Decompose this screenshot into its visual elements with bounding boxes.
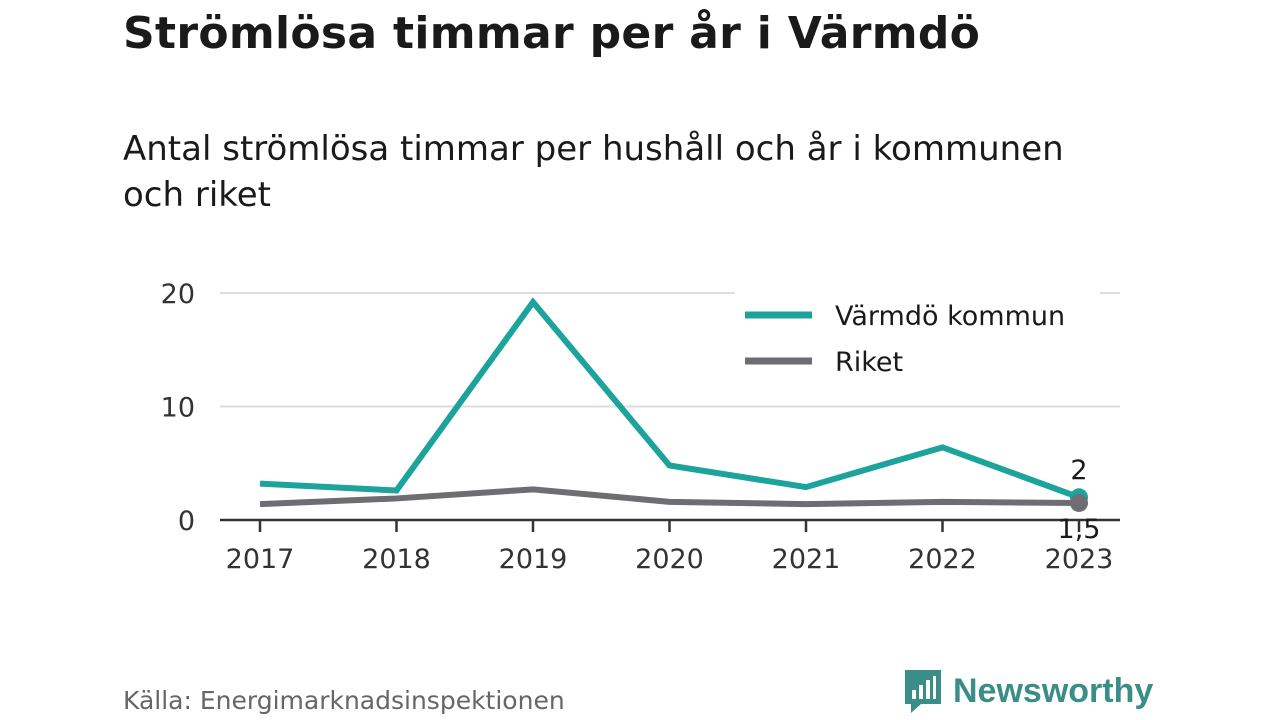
end-point-riket (1070, 493, 1088, 512)
x-tick-label: 2023 (1045, 544, 1114, 575)
x-tick-label: 2019 (499, 544, 568, 575)
y-tick-label: 10 (161, 393, 195, 424)
newsworthy-logo-icon (905, 670, 941, 713)
x-tick-label: 2020 (635, 544, 704, 575)
legend-background (735, 286, 1100, 386)
end-label-riket: 1,5 (1058, 514, 1101, 545)
y-tick-label: 20 (161, 279, 195, 310)
chart-subtitle: Antal strömlösa timmar per hushåll och å… (123, 129, 1064, 215)
y-tick-label: 0 (178, 506, 195, 537)
end-label-varmdo: 2 (1070, 455, 1087, 486)
legend-label: Riket (835, 347, 903, 378)
series-line-varmdo (259, 297, 1081, 501)
x-tick-label: 2017 (226, 544, 295, 575)
source-note: Källa: Energimarknadsinspektionen (123, 686, 565, 715)
chart-title: Strömlösa timmar per år i Värmdö (123, 8, 981, 59)
x-tick-label: 2022 (908, 544, 977, 575)
brand-logo: Newsworthy (903, 668, 1153, 714)
series-line-riket (259, 486, 1080, 508)
x-tick-label: 2021 (772, 544, 841, 575)
x-tick-label: 2018 (362, 544, 431, 575)
brand-name: Newsworthy (953, 671, 1154, 710)
legend-label: Värmdö kommun (835, 301, 1065, 332)
